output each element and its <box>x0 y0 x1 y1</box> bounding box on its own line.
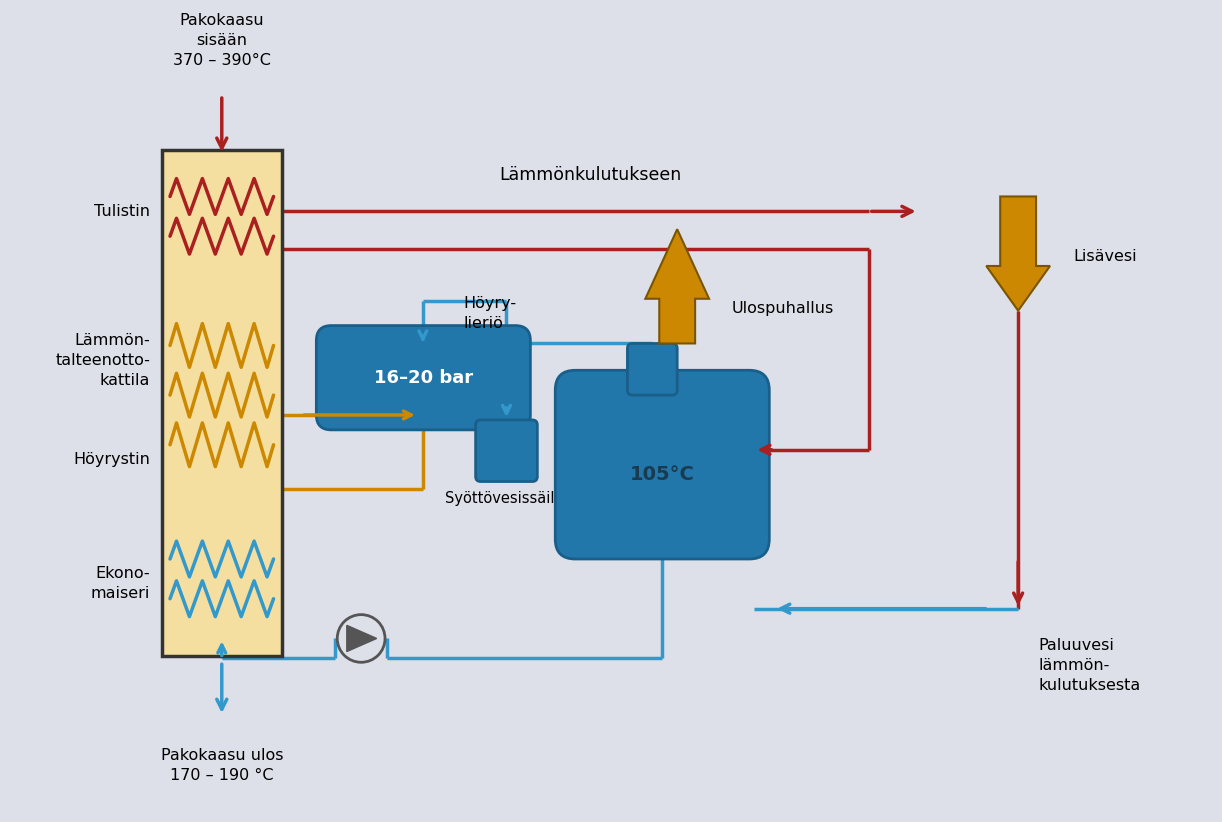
Text: Pakokaasu
sisään
370 – 390°C: Pakokaasu sisään 370 – 390°C <box>172 13 271 68</box>
FancyBboxPatch shape <box>316 326 530 430</box>
Text: Lisävesi: Lisävesi <box>1073 248 1136 264</box>
Text: Lämmönkulutukseen: Lämmönkulutukseen <box>499 165 681 183</box>
Text: Tulistin: Tulistin <box>94 204 150 219</box>
Polygon shape <box>645 229 709 344</box>
Text: Höyry-
lieriö: Höyry- lieriö <box>463 296 517 330</box>
Text: Lämmön-
talteenotto-
kattila: Lämmön- talteenotto- kattila <box>55 333 150 388</box>
Text: Pakokaasu ulos
170 – 190 °C: Pakokaasu ulos 170 – 190 °C <box>160 748 284 783</box>
Text: Syöttövesissäiliö: Syöttövesissäiliö <box>445 492 568 506</box>
Bar <box>163 150 281 656</box>
Text: Ekono-
maiseri: Ekono- maiseri <box>90 566 150 601</box>
Polygon shape <box>347 626 376 652</box>
FancyBboxPatch shape <box>627 344 677 395</box>
Text: Paluuvesi
lämmön-
kulutuksesta: Paluuvesi lämmön- kulutuksesta <box>1037 639 1140 693</box>
Text: 105°C: 105°C <box>629 465 694 484</box>
Text: Ulospuhallus: Ulospuhallus <box>732 301 835 316</box>
Text: 16–20 bar: 16–20 bar <box>374 369 473 386</box>
FancyBboxPatch shape <box>475 420 538 482</box>
Polygon shape <box>986 196 1050 311</box>
Text: Höyrystin: Höyrystin <box>73 452 150 467</box>
FancyBboxPatch shape <box>555 370 770 559</box>
